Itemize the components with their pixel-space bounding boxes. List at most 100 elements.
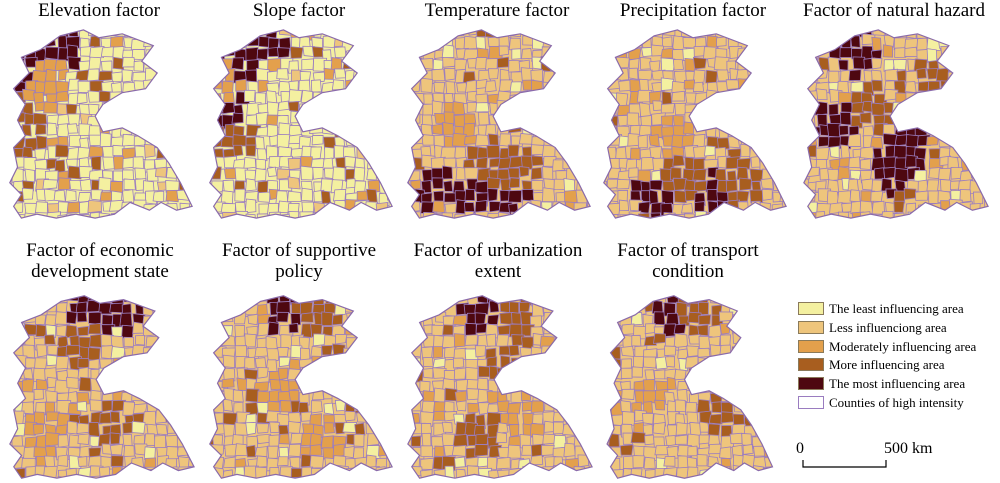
county-cell xyxy=(343,445,355,459)
county-cell xyxy=(88,311,102,325)
county-cell xyxy=(420,295,432,304)
county-cell xyxy=(321,358,334,372)
county-cell xyxy=(803,80,811,94)
county-cell xyxy=(400,480,409,482)
county-cell xyxy=(969,101,983,113)
county-cell xyxy=(724,212,738,219)
county-cell xyxy=(344,368,357,381)
county-cell xyxy=(727,103,739,118)
county-cell xyxy=(43,58,58,72)
county-cell xyxy=(88,358,100,370)
county-cell xyxy=(332,213,345,219)
county-cell xyxy=(9,455,13,468)
county-cell xyxy=(33,112,48,125)
county-cell xyxy=(696,454,708,467)
county-cell xyxy=(386,399,393,412)
county-cell xyxy=(918,111,931,127)
county-cell xyxy=(333,199,347,212)
county-cell xyxy=(110,411,121,424)
county-cell xyxy=(554,295,566,306)
county-cell xyxy=(388,412,393,427)
county-cell xyxy=(697,366,711,381)
county-cell xyxy=(366,167,382,181)
county-cell xyxy=(664,345,677,357)
county-cell xyxy=(46,29,59,37)
county-cell xyxy=(324,146,335,161)
county-cell xyxy=(806,166,820,178)
county-cell xyxy=(765,302,773,318)
county-cell xyxy=(387,337,393,348)
county-cell xyxy=(87,90,101,103)
county-cell xyxy=(343,114,359,126)
county-cell xyxy=(628,210,642,219)
county-cell xyxy=(671,90,686,102)
county-cell xyxy=(958,77,970,92)
county-cell xyxy=(110,455,124,467)
county-cell xyxy=(166,79,179,90)
county-cell xyxy=(632,355,644,369)
county-cell xyxy=(584,156,591,170)
county-cell xyxy=(221,377,235,389)
county-cell xyxy=(53,189,66,202)
county-cell xyxy=(9,367,16,380)
county-cell xyxy=(131,466,147,479)
county-cell xyxy=(939,179,952,193)
county-cell xyxy=(144,89,157,104)
county-cell xyxy=(254,167,267,182)
county-cell xyxy=(131,100,145,115)
county-cell xyxy=(672,59,684,71)
county-cell xyxy=(861,178,874,191)
county-cell xyxy=(432,302,443,316)
county-cell xyxy=(367,45,381,61)
county-cell xyxy=(917,211,931,219)
county-cell xyxy=(973,145,986,159)
county-cell xyxy=(155,166,168,178)
county-cell xyxy=(551,89,565,104)
county-cell xyxy=(287,190,302,203)
county-cell xyxy=(907,211,919,219)
county-cell xyxy=(630,468,643,479)
county-cell xyxy=(686,378,698,390)
county-cell xyxy=(245,114,258,126)
county-cell xyxy=(165,144,178,159)
county-cell xyxy=(763,422,773,436)
county-cell xyxy=(176,71,190,84)
county-cell xyxy=(583,422,593,437)
county-cell xyxy=(34,295,50,305)
county-cell xyxy=(376,156,390,168)
county-cell xyxy=(971,35,983,48)
county-cell xyxy=(165,189,180,203)
county-cell xyxy=(168,379,181,391)
county-cell xyxy=(278,446,290,460)
county-cell xyxy=(882,44,893,58)
county-cell xyxy=(124,101,137,115)
county-cell xyxy=(13,111,26,124)
county-cell xyxy=(386,211,393,219)
county-cell xyxy=(576,157,591,168)
county-cell xyxy=(110,366,123,377)
county-cell xyxy=(122,422,134,434)
county-cell xyxy=(189,403,195,417)
county-cell xyxy=(770,166,782,180)
county-cell xyxy=(386,134,393,150)
county-cell xyxy=(287,476,300,479)
county-cell xyxy=(309,369,324,382)
county-cell xyxy=(407,424,412,437)
county-cell xyxy=(334,422,345,435)
county-cell xyxy=(189,146,193,158)
county-cell xyxy=(209,180,212,192)
county-cell xyxy=(98,70,113,82)
county-cell xyxy=(698,434,710,445)
county-cell xyxy=(55,90,70,103)
county-cell xyxy=(254,136,265,151)
county-cell xyxy=(421,400,436,414)
county-cell xyxy=(721,378,734,391)
legend-swatch xyxy=(798,396,824,409)
county-cell xyxy=(554,56,568,71)
county-cell xyxy=(175,36,190,49)
county-cell xyxy=(585,313,593,328)
county-cell xyxy=(554,47,566,61)
county-cell xyxy=(575,400,588,415)
county-cell xyxy=(311,135,324,146)
county-cell xyxy=(763,434,773,449)
